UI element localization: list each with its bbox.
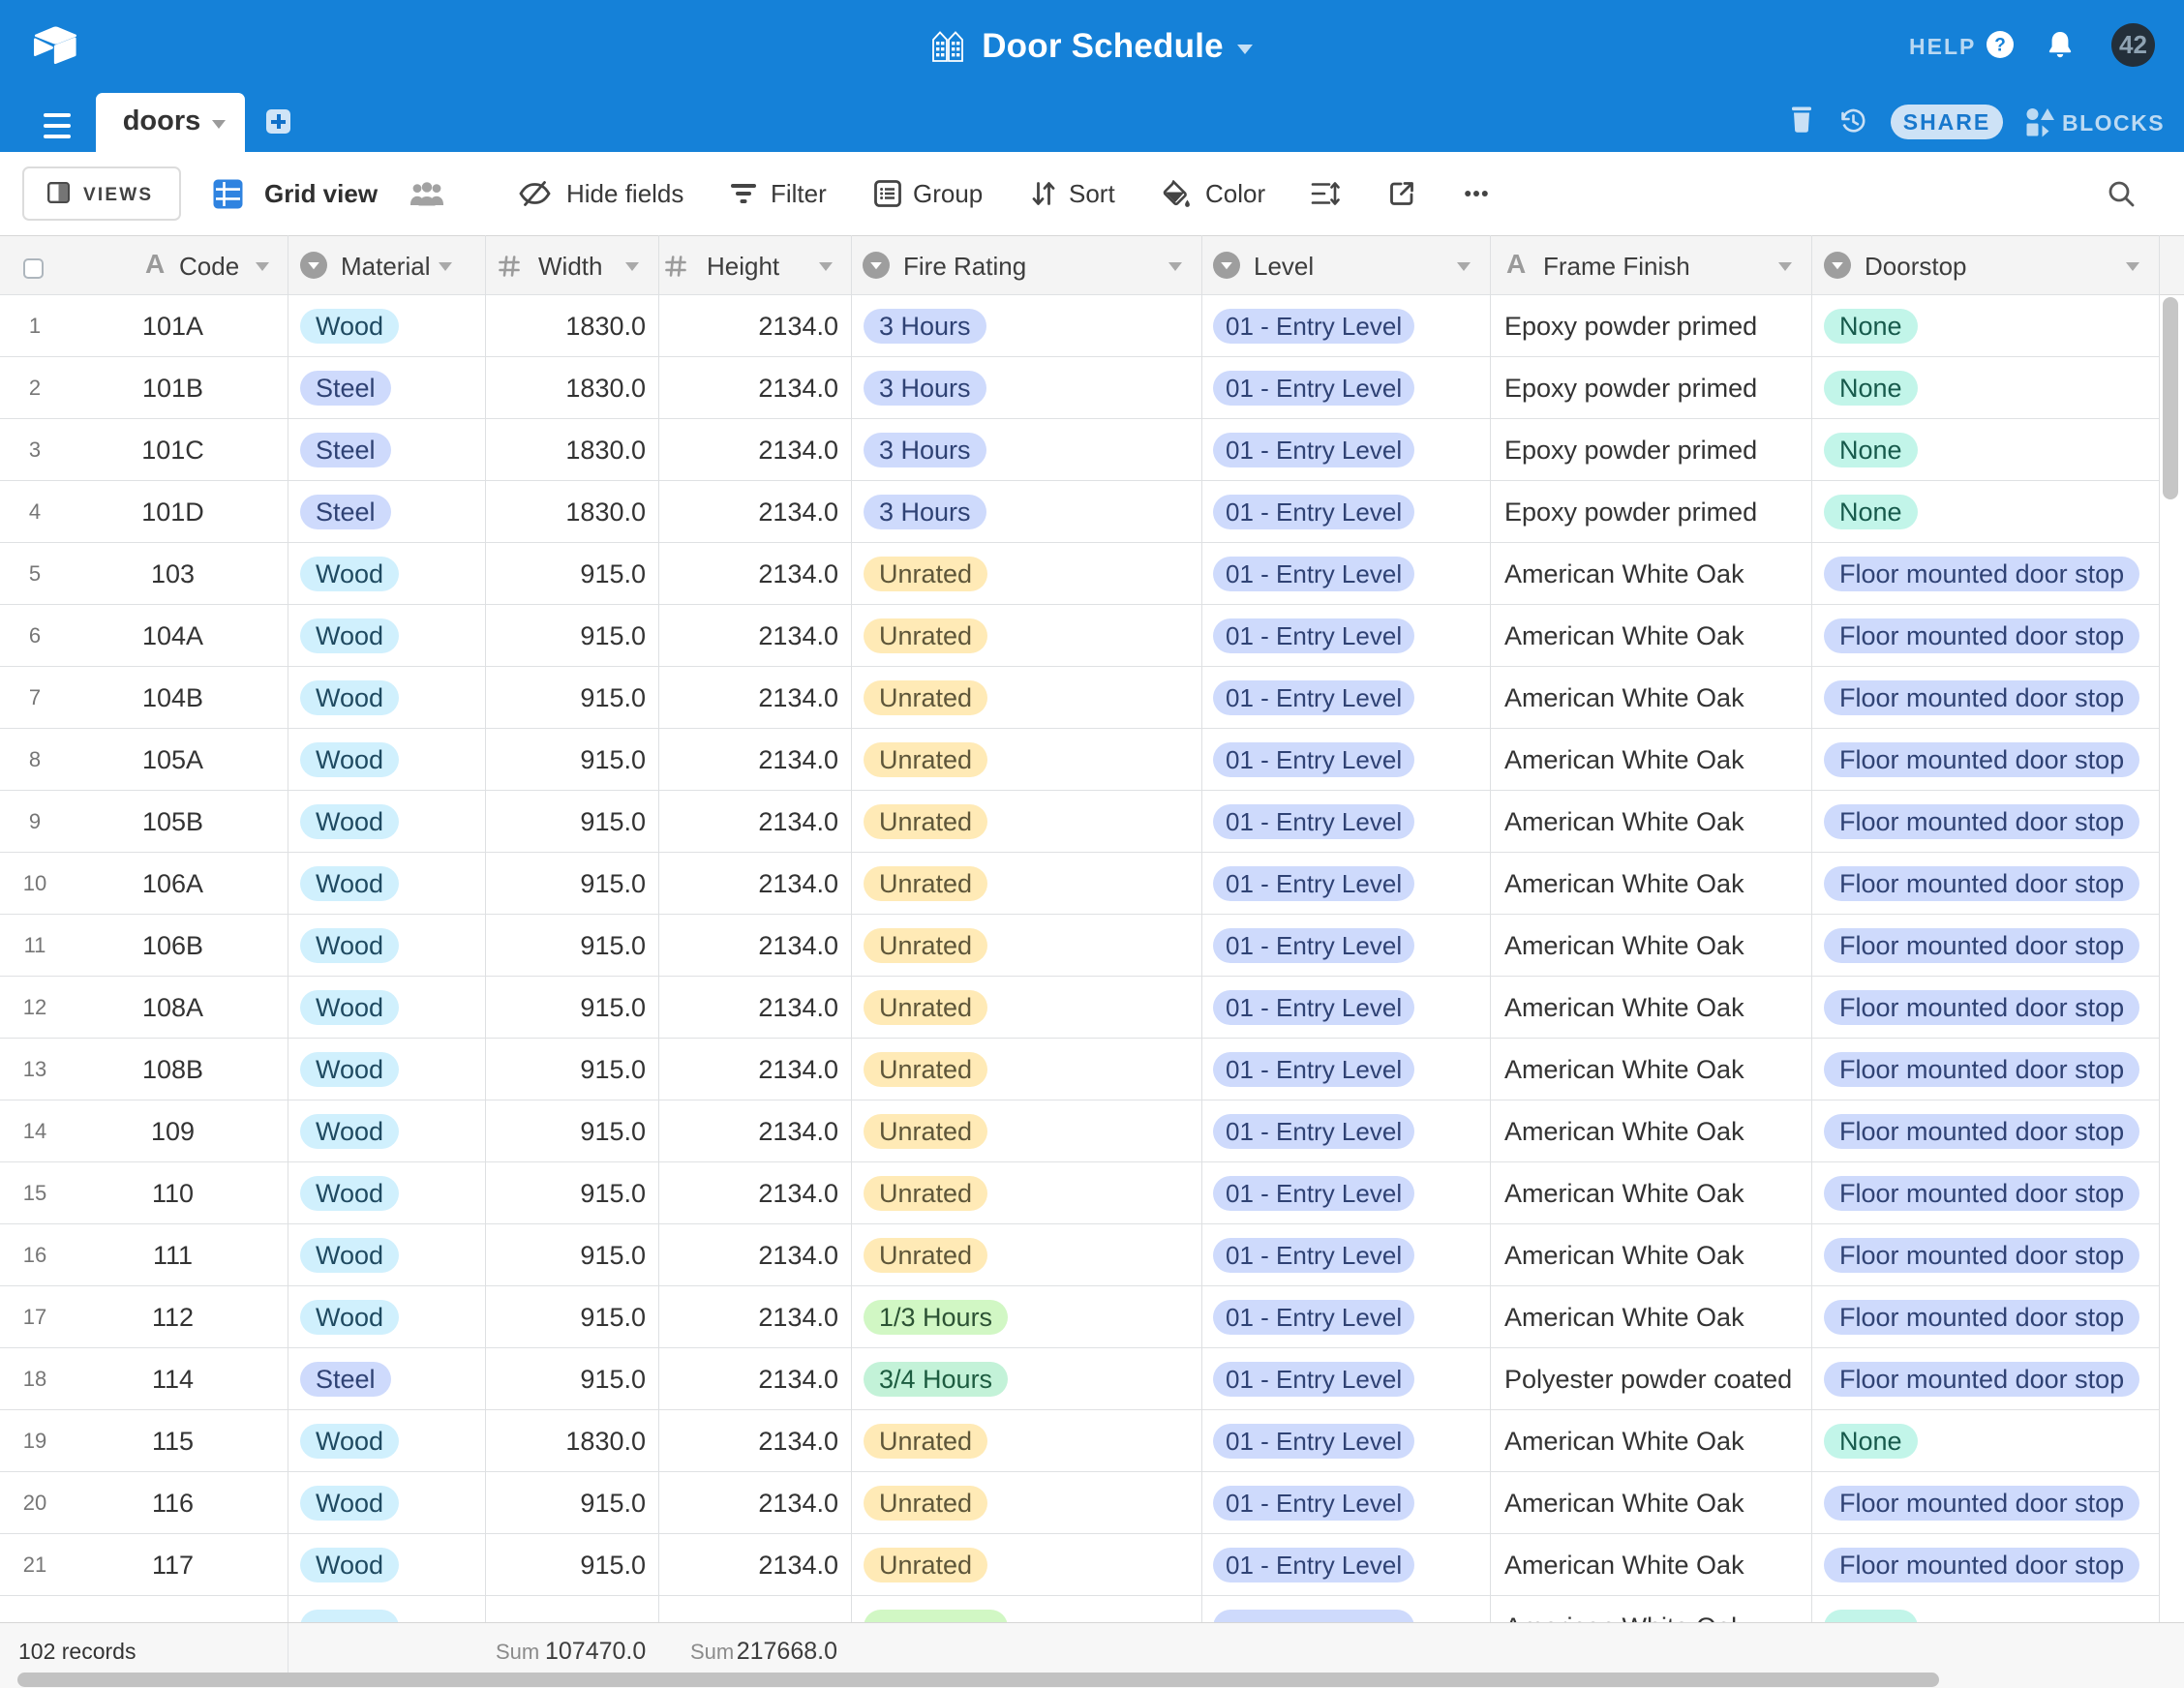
- svg-text:?: ?: [1994, 36, 2006, 56]
